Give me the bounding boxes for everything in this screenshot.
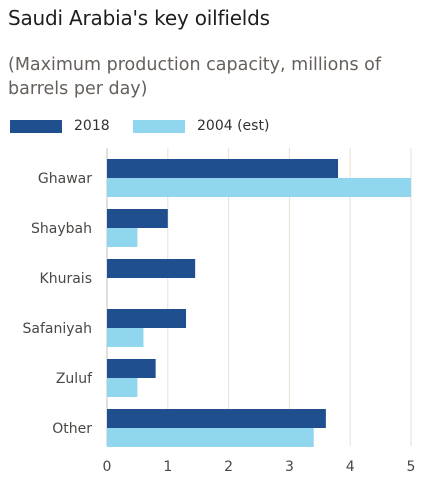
legend-item-2004: 2004 (est) <box>133 118 269 134</box>
legend-item-2018: 2018 <box>10 118 110 134</box>
bar <box>107 309 187 328</box>
chart-title: Saudi Arabia's key oilfields <box>8 6 270 30</box>
x-tick-label: 4 <box>346 459 355 475</box>
category-label: Khurais <box>40 271 92 287</box>
bar <box>107 328 144 347</box>
chart-subtitle: (Maximum production capacity, millions o… <box>8 55 381 99</box>
x-tick-label: 0 <box>103 459 112 475</box>
bar <box>107 159 339 178</box>
category-label: Safaniyah <box>23 321 92 337</box>
category-label: Ghawar <box>38 171 92 187</box>
category-label: Shaybah <box>31 221 92 237</box>
x-tick-label: 3 <box>285 459 294 475</box>
bar <box>107 178 411 197</box>
bar <box>107 259 196 278</box>
category-label: Other <box>52 421 92 437</box>
bar <box>107 378 138 397</box>
bar <box>107 428 314 447</box>
legend-swatch-2018 <box>10 119 62 133</box>
legend-label-2004: 2004 (est) <box>197 118 270 134</box>
legend-swatch-2004 <box>133 119 185 133</box>
x-tick-label: 5 <box>407 459 416 475</box>
category-label: Zuluf <box>56 371 93 387</box>
bar <box>107 228 138 247</box>
x-tick-label: 2 <box>224 459 233 475</box>
legend-label-2018: 2018 <box>74 118 110 134</box>
x-tick-label: 1 <box>163 459 172 475</box>
bar <box>107 209 168 228</box>
bar <box>107 409 326 428</box>
bar <box>107 359 156 378</box>
